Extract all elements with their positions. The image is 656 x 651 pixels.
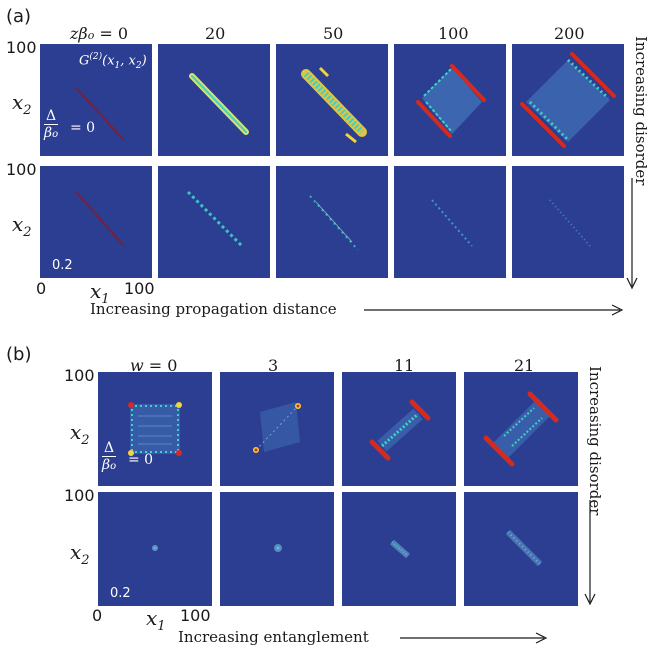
panel-b-r2-c0 <box>98 492 212 606</box>
x-axis-b: x1 <box>146 606 166 634</box>
panel-b-r1-c0 <box>98 372 212 486</box>
col-title-b-2: 11 <box>394 356 415 375</box>
delta-symbol: Δ <box>44 108 59 125</box>
disorder-label-a-r1: Δ βo <box>44 108 59 141</box>
col-title-a-2: 50 <box>323 24 344 43</box>
y-tick-a-top: 100 <box>6 38 37 57</box>
disorder-value-a-r1: = 0 <box>70 120 96 136</box>
col-title-b-3: 21 <box>514 356 535 375</box>
panel-a-r1-c0 <box>40 44 152 156</box>
prop-arrow-text: Increasing propagation distance <box>90 300 337 318</box>
ent-arrow-text: Increasing entanglement <box>178 628 369 646</box>
panel-b-r2-c1 <box>220 492 334 606</box>
panel-b-r2-c3 <box>464 492 578 606</box>
panel-a-r2-c1 <box>158 166 270 278</box>
col-title-a-4: 200 <box>554 24 585 43</box>
ent-arrow-icon <box>400 632 548 644</box>
disorder-value-a-r2: 0.2 <box>52 258 73 273</box>
panel-a-r2-c2 <box>276 166 388 278</box>
g2-inset-label: G(2)(x1, x2) <box>79 52 147 71</box>
prop-arrow-icon <box>364 304 624 316</box>
panel-b-r1-c1 <box>220 372 334 486</box>
panel-b-r2-c2 <box>342 492 456 606</box>
panel-a-r2-c3 <box>394 166 506 278</box>
col-title-a-3: 100 <box>438 24 469 43</box>
part-b-label: (b) <box>6 344 32 365</box>
panel-a-r1-c1 <box>158 44 270 156</box>
y-axis-a-r1: x2 <box>12 90 32 118</box>
col-title-b-1: 3 <box>268 356 279 375</box>
part-a-label: (a) <box>6 6 32 27</box>
disorder-value-b-r1: = 0 <box>128 452 154 468</box>
x-axis-a: x1 <box>90 279 110 307</box>
y-tick-b-mid: 100 <box>64 486 95 505</box>
disorder-arrow-text-b: Increasing disorder <box>586 366 604 516</box>
x-tick-a-right: 100 <box>124 279 155 298</box>
y-axis-b-r1: x2 <box>70 420 90 448</box>
x-tick-b-right: 100 <box>180 606 211 625</box>
y-tick-b-top: 100 <box>64 366 95 385</box>
panel-a-r1-c4 <box>512 44 624 156</box>
y-axis-a-r2: x2 <box>12 212 32 240</box>
x-tick-b-left: 0 <box>92 606 103 625</box>
disorder-label-b-r1: Δ βo <box>102 440 117 473</box>
panel-a-r1-c2 <box>276 44 388 156</box>
panel-b-r1-c2 <box>342 372 456 486</box>
x-tick-a-left: 0 <box>36 279 47 298</box>
y-tick-a-mid: 100 <box>6 160 37 179</box>
disorder-arrow-icon-b <box>584 500 596 606</box>
col-title-a-1: 20 <box>205 24 226 43</box>
panel-a-r2-c4 <box>512 166 624 278</box>
panel-a-r1-c3 <box>394 44 506 156</box>
col-title-b-0: w = 0 <box>130 356 178 375</box>
panel-a-r2-c0 <box>40 166 152 278</box>
disorder-value-b-r2: 0.2 <box>110 586 131 601</box>
y-axis-b-r2: x2 <box>70 540 90 568</box>
disorder-arrow-text-a: Increasing disorder <box>632 36 650 186</box>
panel-b-r1-c3 <box>464 372 578 486</box>
col-title-a-0: zβo = 0 <box>70 24 129 43</box>
disorder-arrow-icon-a <box>626 178 638 290</box>
